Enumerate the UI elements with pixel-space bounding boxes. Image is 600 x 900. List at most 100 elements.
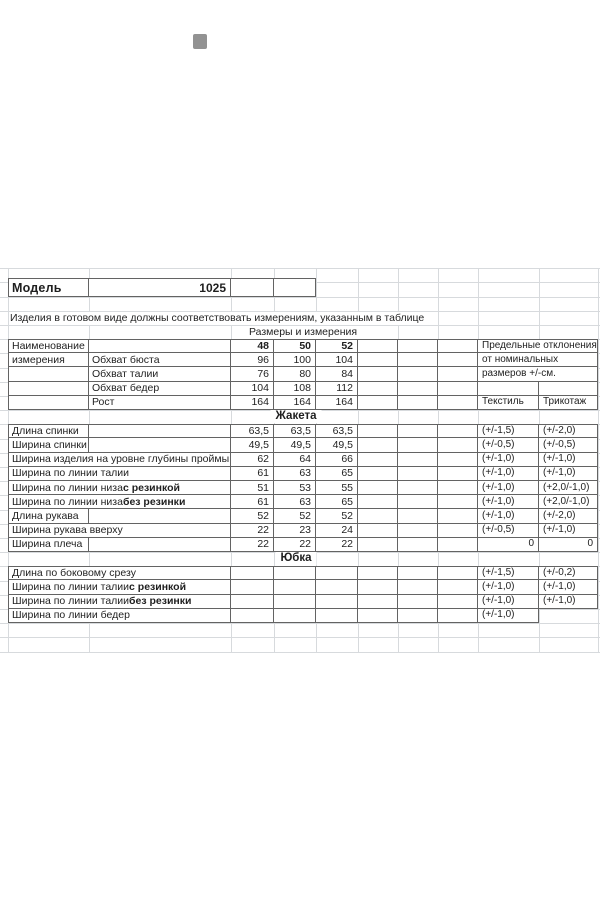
empty-cell	[358, 339, 398, 354]
note-text: Изделия в готовом виде должны соответств…	[10, 312, 429, 325]
size-value-cell: 63	[274, 495, 316, 510]
name-col-cell	[8, 381, 89, 396]
section-title: Юбка	[275, 552, 317, 565]
knit-cell: Трикотаж	[539, 395, 598, 410]
size-value-cell: 63,5	[231, 424, 274, 439]
section-title: Жакета	[270, 410, 322, 423]
empty-cell	[438, 495, 478, 510]
gridline-h	[0, 637, 600, 639]
size-value-cell: 22	[316, 537, 358, 552]
size-value-cell: 49,5	[316, 438, 358, 453]
textile-deviation-cell: (+/-0,5)	[478, 523, 539, 538]
row-label-bold-text: без резинки	[122, 495, 186, 508]
size-value-cell: 63,5	[316, 424, 358, 439]
row-label-bold-text: без резинки	[129, 595, 192, 608]
empty-cell	[398, 495, 438, 510]
table-row: Ширина спинки 49,5 49,5 49,5 (+/-0,5) (+/-0,5…	[8, 438, 598, 453]
size-value-cell: 63	[274, 466, 316, 481]
gridline-h	[0, 325, 600, 326]
table-row: Длина рукава 52 52 52 (+/-1,0) (+/-2,0)	[8, 509, 598, 524]
empty-cell	[358, 424, 398, 439]
size-value-cell: 49,5	[231, 438, 274, 453]
empty-cell	[438, 339, 478, 354]
empty-cell	[398, 594, 438, 609]
textile-deviation-cell: (+/-0,5)	[478, 438, 539, 453]
gridline-v	[598, 268, 599, 652]
model-number: 1025	[199, 280, 226, 295]
gridline-h	[0, 623, 600, 625]
row-label-bold-text: с резинкой	[129, 580, 187, 593]
empty-cell	[438, 608, 478, 623]
row-label-text: Ширина по линии низа	[12, 495, 123, 508]
table-row: Длина по боковому срезу (+/-1,5) (+/-0,2)	[8, 566, 598, 581]
size-value-cell	[316, 608, 358, 623]
size-value-cell: 55	[316, 481, 358, 496]
knit-deviation-cell: (+/-1,0)	[539, 523, 598, 538]
empty-cell	[438, 452, 478, 467]
size-value-cell: 53	[274, 481, 316, 496]
row-label-cell: Длина рукава	[8, 509, 89, 524]
size-value-cell	[231, 594, 274, 609]
empty-cell	[358, 523, 398, 538]
gridline-h	[0, 296, 600, 298]
empty-cell	[231, 278, 274, 297]
table-row: Наименование 48 50 52 Предельные отклонения	[8, 339, 598, 354]
size-value-cell	[274, 594, 316, 609]
knit-deviation-cell: 0	[539, 537, 598, 552]
size-value-cell: 80	[274, 367, 316, 382]
empty-cell	[438, 353, 478, 368]
textile-deviation-cell: (+/-1,0)	[478, 594, 539, 609]
size-value-cell: 76	[231, 367, 274, 382]
empty-cell	[398, 466, 438, 481]
knit-deviation-cell: (+/-0,2)	[539, 566, 598, 581]
table-row: Ширина рукава вверху 22 23 24 (+/-0,5) (+/-1,…	[8, 523, 598, 538]
knit-cell	[539, 381, 598, 396]
section-title-row: Юбка	[8, 552, 598, 566]
empty-cell	[438, 580, 478, 595]
empty-cell	[438, 395, 478, 410]
empty-cell	[398, 424, 438, 439]
row-label-cell: Длина спинки	[8, 424, 89, 439]
empty-cell	[438, 523, 478, 538]
row-label-text: Ширина по линии низа	[12, 481, 123, 494]
size-value-cell: 104	[231, 381, 274, 396]
textile-deviation-cell: (+/-1,0)	[478, 495, 539, 510]
size-value-cell: 51	[231, 481, 274, 496]
measure-label-cell: Обхват талии	[89, 367, 231, 382]
size-value-cell: 164	[274, 395, 316, 410]
table-row: Обхват бедер 104 108 112	[8, 381, 598, 396]
row-label-cell: Ширина по линии низа с резинкой	[8, 481, 231, 496]
knit-deviation-cell: (+/-2,0)	[539, 424, 598, 439]
table-row: Ширина по линии талии с резинкой (+/-1,0)…	[8, 580, 598, 595]
table-row: Ширина по линии бедер (+/-1,0)	[8, 608, 598, 623]
table-row: Рост 164 164 164 Текстиль Трикотаж	[8, 395, 598, 410]
empty-cell	[438, 424, 478, 439]
empty-cell	[358, 566, 398, 581]
textile-cell	[478, 381, 539, 396]
empty-cell	[89, 424, 231, 439]
size-value-cell: 66	[316, 452, 358, 467]
knit-deviation-cell: (+/-1,0)	[539, 452, 598, 467]
measure-label-cell	[89, 339, 231, 354]
measure-label-cell: Рост	[89, 395, 231, 410]
size-value-cell: 100	[274, 353, 316, 368]
table-row: Ширина по линии низа с резинкой 51 53 55 (+/…	[8, 481, 598, 496]
empty-cell	[358, 466, 398, 481]
empty-cell	[358, 395, 398, 410]
size-value-cell	[274, 580, 316, 595]
model-value-cell: 1025	[89, 278, 231, 297]
model-row: Модель 1025	[8, 278, 598, 297]
size-value-cell: 62	[231, 452, 274, 467]
empty-cell	[89, 537, 231, 552]
size-value-cell: 22	[274, 537, 316, 552]
empty-cell	[398, 353, 438, 368]
knit-deviation-cell: (+/-0,5)	[539, 438, 598, 453]
size-value-cell	[274, 566, 316, 581]
empty-cell	[438, 466, 478, 481]
empty-cell	[358, 594, 398, 609]
knit-deviation-cell: (+/-1,0)	[539, 466, 598, 481]
size-value-cell: 64	[274, 452, 316, 467]
textile-deviation-cell: (+/-1,5)	[478, 566, 539, 581]
size-value-cell: 164	[316, 395, 358, 410]
table-row: Ширина по линии низа без резинки 61 63 65 (+…	[8, 495, 598, 510]
